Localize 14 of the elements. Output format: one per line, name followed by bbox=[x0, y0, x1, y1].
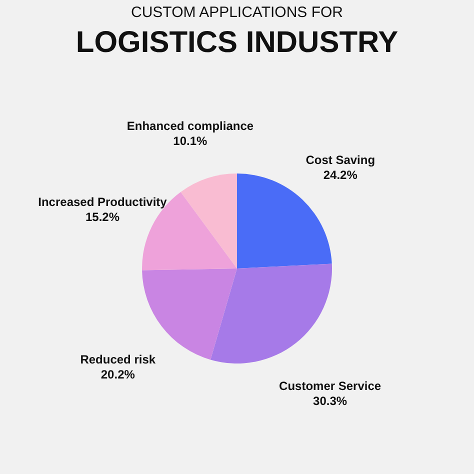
data-label: 10.1% bbox=[173, 134, 208, 148]
pie-slice bbox=[210, 264, 332, 364]
data-label: 30.3% bbox=[313, 394, 348, 408]
data-label: 24.2% bbox=[323, 168, 358, 182]
pie-slice bbox=[180, 174, 237, 268]
chart-title: CUSTOM APPLICATIONS FOR bbox=[131, 4, 344, 21]
data-label: 20.2% bbox=[100, 368, 136, 382]
chart-subtitle: LOGISTICS INDUSTRY bbox=[76, 26, 398, 59]
slice-label: Customer Service bbox=[279, 379, 382, 394]
slice-label: Enhanced compliance bbox=[126, 118, 254, 133]
slice-label: Cost Saving bbox=[306, 152, 376, 167]
slice-label: Increased Productivity bbox=[38, 195, 168, 210]
slice-label: Reduced risk bbox=[80, 352, 156, 367]
data-label: 15.2% bbox=[85, 210, 120, 224]
